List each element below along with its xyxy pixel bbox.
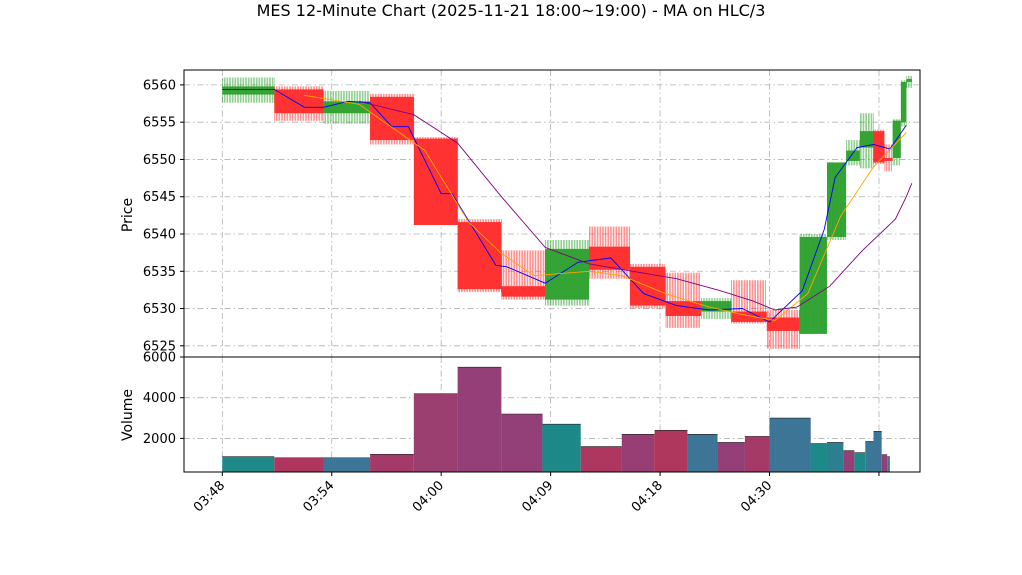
price-grid [184,70,920,357]
candle-21 [900,80,907,127]
volume-bars [222,366,890,472]
volume-tick-label-2: 6000 [143,351,176,366]
x-tick-label-4: 04:18 [629,478,666,515]
volume-bar-13 [744,436,770,472]
volume-bar-2 [323,457,371,472]
volume-axes-frame [183,356,921,473]
volume-bar-4 [413,393,458,472]
volume-bar-5 [457,366,502,472]
price-tick-label-3: 6540 [143,228,176,243]
candle-body-15 [826,162,847,237]
moving-average-lines [222,88,913,323]
volume-bar-6 [501,413,543,472]
price-tick-label-4: 6545 [143,190,176,205]
volume-bar-1 [274,457,324,472]
candle-body-16 [846,150,860,161]
candle-5 [457,219,502,293]
candle-8 [588,226,630,279]
candle-body-18 [873,131,885,163]
moving-average-1 [304,94,907,321]
volume-bar-16 [826,442,844,472]
price-tick-label-2: 6535 [143,265,176,280]
volume-bar-15 [810,443,827,472]
candle-body-5 [457,222,502,290]
price-y-ticks: 6525 6530 6535 6540 6545 6550 6555 6560 [143,78,184,354]
candle-2 [323,90,371,124]
volume-y-ticks: 2000 4000 6000 [143,351,184,447]
candle-19 [884,144,893,172]
volume-bar-14 [769,417,811,472]
candle-14 [799,234,827,334]
candle-1 [274,86,324,121]
candle-body-2 [323,101,371,114]
x-tick-label-3: 04:09 [519,478,556,515]
volume-bar-3 [370,453,414,472]
candle-10 [665,272,702,328]
volume-bar-19 [865,441,874,472]
volume-bar-9 [621,434,655,472]
candle-12 [731,280,767,324]
volume-tick-label-1: 4000 [143,391,176,406]
volume-bar-12 [717,442,745,472]
candle-body-0 [222,86,275,95]
price-tick-label-7: 6560 [143,78,176,93]
price-y-label: Price [120,198,136,232]
candle-body-3 [370,96,414,141]
volume-bar-21 [881,454,888,472]
x-tick-label-5: 04:30 [738,478,775,515]
candle-body-1 [274,89,324,114]
volume-bar-22 [887,456,890,472]
volume-y-label: Volume [120,389,136,441]
candle-body-6 [501,286,546,297]
x-tick-label-0: 03:48 [191,478,228,515]
volume-bar-18 [854,452,866,472]
candle-15 [826,162,847,240]
candle-13 [766,310,800,349]
volume-tick-label-0: 2000 [143,432,176,447]
volume-bar-17 [843,450,855,472]
candle-0 [222,77,275,103]
price-tick-label-6: 6555 [143,116,176,131]
moving-average-2 [358,100,913,311]
candle-6 [501,250,546,300]
candle-17 [859,113,874,169]
candle-body-19 [884,157,893,161]
volume-bar-11 [687,434,718,472]
price-tick-label-5: 6550 [143,153,176,168]
candle-3 [370,93,415,145]
candle-body-22 [906,78,912,82]
candle-body-12 [731,311,767,322]
volume-bar-20 [873,430,882,472]
candle-11 [701,298,732,319]
candle-body-17 [859,131,874,148]
price-candles [222,75,912,349]
chart-title: MES 12-Minute Chart (2025-11-21 18:00~19… [257,1,766,20]
candle-16 [846,140,860,166]
candle-body-21 [900,81,907,123]
volume-bar-7 [542,423,581,472]
candle-22 [906,75,912,88]
volume-bar-0 [222,456,275,472]
x-tick-label-2: 04:00 [410,478,447,515]
x-axis-ticks: 03:48 03:54 04:00 04:09 04:18 04:30 [191,472,880,515]
volume-bar-10 [654,429,688,472]
volume-bar-8 [580,446,623,472]
candle-body-11 [701,301,732,312]
moving-average-0 [222,88,907,323]
price-tick-label-1: 6530 [143,302,176,317]
x-tick-label-1: 03:54 [300,478,337,515]
price-tick-label-0: 6525 [143,339,176,354]
